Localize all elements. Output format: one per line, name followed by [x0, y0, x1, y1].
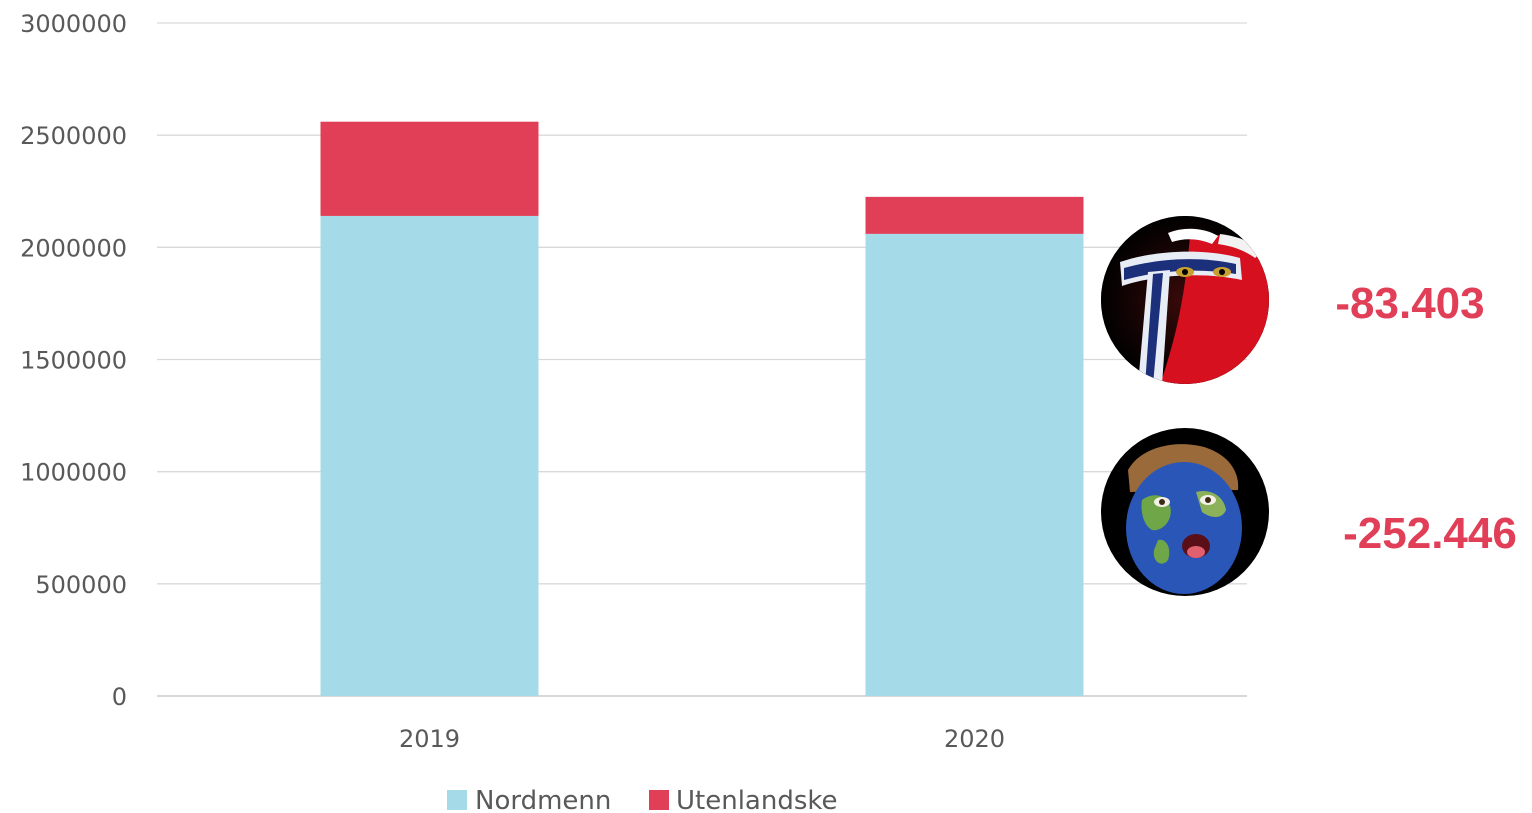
world-map-face-icon	[1101, 428, 1269, 596]
y-tick-label: 3000000	[20, 10, 127, 38]
annotation-label: -83.403	[1335, 279, 1484, 328]
legend-label: Utenlandske	[676, 786, 838, 813]
legend-swatch	[447, 790, 467, 810]
bars	[320, 121, 1084, 696]
legend-swatch	[649, 790, 669, 810]
y-tick-label: 1000000	[20, 459, 127, 487]
x-tick-label: 2020	[944, 725, 1005, 753]
y-axis: 0 500000 1000000 1500000 2000000 2500000 30000…	[20, 10, 127, 711]
y-tick-label: 500000	[35, 571, 127, 599]
bar-segment	[320, 215, 539, 696]
bar-segment	[865, 196, 1084, 234]
annotation-label: -252.446	[1343, 509, 1517, 558]
y-tick-label: 0	[112, 683, 127, 711]
bar-segment	[320, 121, 539, 216]
x-tick-label: 2019	[399, 725, 460, 753]
y-tick-label: 1500000	[20, 347, 127, 375]
legend-label: Nordmenn	[475, 786, 611, 813]
x-axis: 2019 2020	[399, 725, 1005, 753]
bar-segment	[865, 233, 1084, 696]
norwegian-flag-face-icon	[1101, 216, 1269, 384]
y-tick-label: 2000000	[20, 234, 127, 262]
y-tick-label: 2500000	[20, 122, 127, 150]
legend: Nordmenn Utenlandske	[447, 786, 838, 813]
